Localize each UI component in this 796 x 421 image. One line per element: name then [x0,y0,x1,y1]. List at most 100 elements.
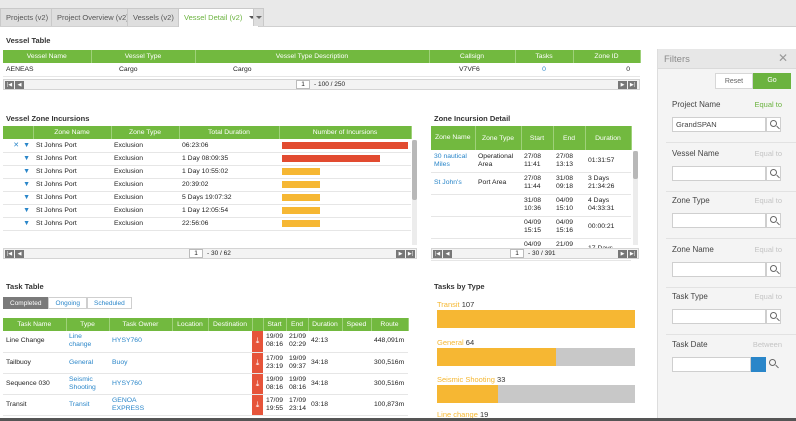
table-row[interactable]: Sequence 030 Seismic Shooting HYSY760 ⤓ 19/0… [3,373,408,395]
table-row[interactable]: 31/08 10:36 04/09 15:10 4 Days 04:33:31 [431,194,631,217]
incursions-scrollbar[interactable] [412,140,417,245]
col-header[interactable]: Task Owner [109,318,173,331]
tab-vessels[interactable]: Vessels (v2) [127,8,180,26]
col-header[interactable]: Vessel Type [91,50,196,63]
filter-icon[interactable]: ▼ [23,155,30,162]
detail-zone-link[interactable]: St John's [431,172,475,195]
filter-operator[interactable]: Equal to [754,149,782,158]
first-page-icon[interactable]: |◀ [5,250,14,258]
table-row[interactable]: St John's Port Area 27/08 11:44 31/08 09:18… [431,172,631,195]
download-icon[interactable]: ⤓ [252,331,263,353]
task-type-link[interactable]: General [66,352,109,374]
filter-icon[interactable]: ▼ [23,168,30,175]
search-icon[interactable] [766,213,781,228]
chevron-down-icon[interactable] [249,16,256,22]
prev-page-icon[interactable]: ◀ [443,250,452,258]
next-page-icon[interactable]: ▶ [618,81,627,89]
scrollbar-thumb[interactable] [633,151,638,179]
col-header[interactable]: Vessel Name [3,50,92,63]
filter-operator[interactable]: Equal to [754,196,782,205]
filter-icon[interactable]: ▼ [23,181,30,188]
last-page-icon[interactable]: ▶| [628,250,637,258]
tab-projects[interactable]: Projects (v2) [0,8,55,26]
page-input[interactable]: 1 [510,249,524,258]
tab-vessel-detail[interactable]: Vessel Detail (v2) [178,8,260,27]
filter-operator[interactable]: Equal to [754,100,782,109]
filter-icon[interactable]: ▼ [23,220,30,227]
col-header[interactable]: Route [371,318,409,331]
filter-input[interactable] [672,309,766,324]
col-header[interactable]: Destination [208,318,253,331]
prev-page-icon[interactable]: ◀ [15,81,24,89]
download-icon[interactable]: ⤓ [252,352,263,374]
task-owner-link[interactable]: HYSY760 [109,331,172,353]
task-type-link[interactable]: Line change [66,331,109,353]
filter-input[interactable] [672,213,766,228]
detail-zone-link[interactable]: 30 nautical Miles [431,150,475,173]
download-icon[interactable]: ⤓ [252,394,263,416]
col-header[interactable]: Vessel Type Description [195,50,430,63]
clear-icon[interactable]: ✕ [13,142,20,150]
scrollbar-thumb[interactable] [412,140,417,200]
filter-ongoing-button[interactable]: Ongoing [48,297,88,309]
table-row[interactable]: ▼ St Johns Port Exclusion 1 Day 10:55:02 [3,165,411,179]
detail-zone-link[interactable] [431,194,475,217]
tabs-dropdown-button[interactable] [253,8,264,26]
filter-scheduled-button[interactable]: Scheduled [87,297,132,309]
search-icon[interactable] [766,117,781,132]
filter-operator[interactable]: Equal to [754,292,782,301]
search-icon[interactable] [766,262,781,277]
search-icon[interactable] [766,309,781,324]
search-icon[interactable] [766,166,781,181]
col-header[interactable]: Start [263,318,287,331]
next-page-icon[interactable]: ▶ [396,250,405,258]
bar[interactable] [437,310,635,328]
filter-icon[interactable]: ▼ [23,207,30,214]
first-page-icon[interactable]: |◀ [433,250,442,258]
col-header[interactable]: Zone Type [475,126,522,150]
table-row[interactable]: ▼ St Johns Port Exclusion 5 Days 19:07:32 [3,191,411,205]
col-header[interactable]: Task Name [3,318,67,331]
filter-input[interactable]: GrandSPAN [672,117,766,132]
vessel-tasks-link[interactable]: 0 [515,63,573,77]
filter-input[interactable] [672,166,766,181]
col-header[interactable]: Duration [585,126,632,150]
table-row[interactable]: ▼ St Johns Port Exclusion 22:56:06 [3,217,411,231]
col-header[interactable]: Duration [308,318,343,331]
close-icon[interactable]: ✕ [777,51,788,65]
col-header[interactable]: Speed [342,318,372,331]
table-row[interactable]: 04/09 15:15 04/09 15:16 00:00:21 [431,216,631,239]
col-header[interactable]: Total Duration [179,126,280,139]
filter-icon[interactable]: ▼ [23,194,30,201]
search-icon[interactable] [766,357,781,372]
col-header[interactable]: Zone Type [111,126,180,139]
detail-zone-link[interactable] [431,216,475,239]
col-header[interactable]: Tasks [515,50,574,63]
detail-scrollbar[interactable] [633,151,638,245]
col-header[interactable]: Number of Incursions [279,126,412,139]
download-icon[interactable]: ⤓ [252,373,263,395]
table-row[interactable]: ▼ St Johns Port Exclusion 1 Day 08:09:35 [3,152,411,166]
col-header[interactable]: Callsign [429,50,516,63]
calendar-icon[interactable] [751,357,766,372]
col-header[interactable]: Zone Name [33,126,112,139]
col-header[interactable]: End [553,126,586,150]
task-owner-link[interactable]: GENOA EXPRESS [109,394,172,416]
table-row[interactable]: Tailbuoy General Buoy ⤓ 17/09 23:19 19/09 09:… [3,352,408,374]
task-type-link[interactable]: Transit [66,394,109,416]
tab-project-overview[interactable]: Project Overview (v2) [51,8,135,26]
table-row[interactable]: Line Change Line change HYSY760 ⤓ 19/09 08:1… [3,331,408,353]
task-owner-link[interactable]: Buoy [109,352,172,374]
filter-operator[interactable]: Between [752,340,782,349]
col-header[interactable]: Location [172,318,209,331]
task-type-link[interactable]: Seismic Shooting [66,373,109,395]
table-row[interactable]: ▼ St Johns Port Exclusion 20:39:02 [3,178,411,192]
last-page-icon[interactable]: ▶| [628,81,637,89]
filter-icon[interactable]: ▼ [23,142,30,150]
go-button[interactable]: Go [753,73,791,89]
date-input[interactable] [672,357,751,372]
bar[interactable] [437,348,556,366]
table-row[interactable]: AENEAS Cargo Cargo V7VF6 0 0 [3,63,640,77]
col-header[interactable]: End [286,318,309,331]
table-row[interactable]: ▼ St Johns Port Exclusion 1 Day 12:05:54 [3,204,411,218]
